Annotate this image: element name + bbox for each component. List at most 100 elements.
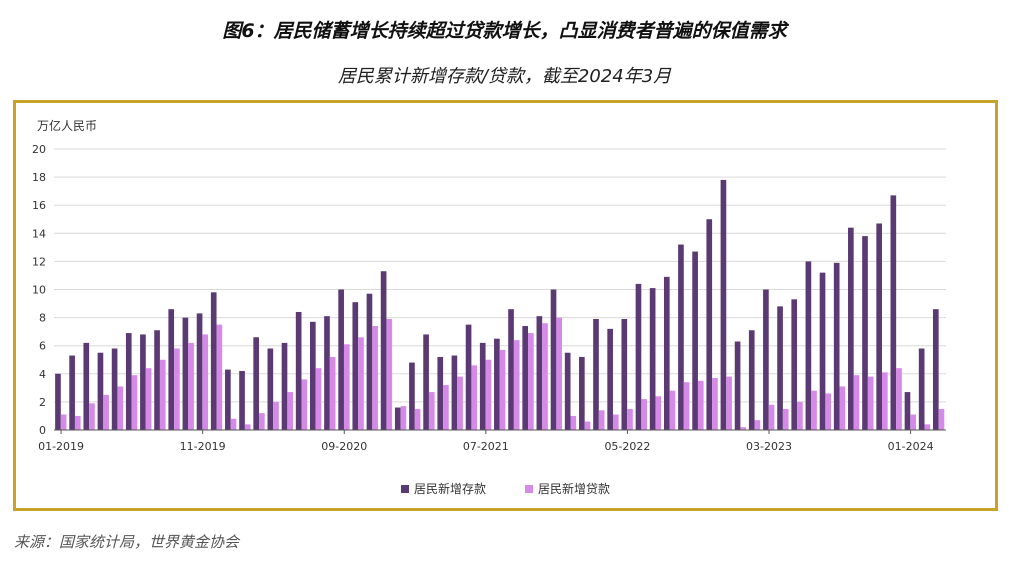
deposit-bar (154, 330, 160, 430)
deposit-bar (692, 251, 698, 430)
loan-bar (259, 413, 265, 430)
deposit-bar (579, 356, 585, 430)
x-axis-ticks: 01-2019 11-2019 09-2020 07-2021 05-2022 03-20… (38, 430, 934, 453)
source-note: 来源：国家统计局，世界黄金协会 (14, 533, 240, 551)
loan-bar (244, 424, 251, 430)
loan-bar (457, 376, 463, 430)
deposit-bar (366, 293, 373, 430)
deposit-bar (479, 342, 486, 430)
legend-label: 居民新增贷款 (538, 481, 610, 496)
x-tick-label: 11-2019 (180, 440, 226, 453)
deposit-bar (706, 219, 713, 430)
loan-bar (598, 410, 605, 430)
loan-bar (641, 399, 647, 430)
deposit-bar (791, 299, 798, 430)
deposit-bar (281, 342, 288, 430)
chart-title: 图6：居民储蓄增长持续超过贷款增长，凸显消费者普遍的保值需求 (222, 20, 787, 42)
loan-bar (443, 385, 449, 430)
deposit-bar (465, 324, 472, 431)
loan-bar (485, 359, 492, 430)
loan-bar (117, 386, 124, 430)
loan-bar (74, 415, 81, 430)
legend-swatch (401, 485, 409, 493)
deposit-bar (210, 292, 217, 430)
deposit-bar (69, 355, 75, 430)
loan-bar (428, 392, 435, 430)
y-tick-label: 10 (32, 284, 46, 297)
y-axis-ticks: 0 2 4 6 8 10 12 14 16 18 20 (32, 143, 46, 437)
y-tick-label: 18 (32, 171, 46, 184)
loan-bar (924, 424, 931, 430)
deposit-bar (83, 342, 90, 430)
deposit-bar (777, 306, 783, 430)
bar-chart: 万亿人民币 0 2 4 6 8 10 12 14 16 18 20 01-2019 11-2019 09… (32, 118, 946, 496)
deposit-bar (635, 283, 642, 430)
loan-bar (301, 379, 308, 430)
loan-bar (683, 382, 690, 430)
chart-subtitle: 居民累计新增存款/贷款，截至2024年3月 (337, 66, 672, 87)
legend-loans: 居民新增贷款 (525, 481, 610, 496)
bar-series (55, 179, 945, 431)
loan-bar (174, 348, 180, 430)
deposit-bar (55, 373, 61, 430)
loan-bar (159, 359, 166, 430)
deposit-bar (295, 311, 302, 430)
deposit-bar (550, 289, 557, 430)
deposit-bar (309, 321, 316, 430)
loan-bar (839, 386, 846, 430)
deposit-bar (819, 272, 826, 430)
deposit-bar (748, 330, 755, 430)
loan-bar (343, 344, 350, 430)
loan-bar (386, 319, 393, 430)
loan-bar (273, 401, 279, 430)
loan-bar (768, 404, 775, 430)
deposit-bar (267, 348, 274, 430)
loan-bar (202, 334, 209, 430)
deposit-bar (805, 261, 812, 430)
deposit-bar (225, 369, 231, 430)
deposit-bar (593, 319, 599, 430)
loan-bar (400, 406, 407, 430)
legend-label: 居民新增存款 (414, 481, 486, 496)
deposit-bar (437, 356, 444, 430)
deposit-bar (763, 289, 769, 430)
loan-bar (499, 349, 506, 430)
deposit-bar (182, 317, 189, 430)
loan-bar (712, 378, 718, 430)
deposit-bar (918, 348, 925, 430)
deposit-bar (111, 348, 118, 430)
deposit-bar (97, 352, 104, 430)
deposit-bar (338, 289, 344, 430)
loan-bar (697, 380, 704, 430)
loan-bar (372, 326, 378, 430)
loan-bar (60, 414, 67, 430)
loan-bar (726, 376, 732, 430)
deposit-bar (352, 302, 359, 430)
legend: 居民新增存款 居民新增贷款 (401, 481, 610, 496)
deposit-bar (734, 341, 741, 430)
deposit-bar (380, 271, 387, 430)
deposit-bar (890, 195, 897, 430)
deposit-bar (239, 370, 245, 430)
deposit-bar (607, 328, 613, 430)
loan-bar (131, 375, 138, 430)
x-tick-label: 07-2021 (463, 440, 509, 453)
y-tick-label: 14 (32, 227, 46, 240)
deposit-bar (833, 262, 840, 430)
deposit-bar (862, 236, 868, 430)
y-tick-label: 16 (32, 199, 46, 212)
y-tick-label: 2 (39, 396, 46, 409)
legend-swatch (525, 485, 533, 493)
loan-bar (358, 337, 364, 430)
loan-bar (584, 421, 591, 430)
loan-bar (811, 390, 817, 430)
deposit-bar (848, 227, 854, 430)
loan-bar (414, 408, 421, 430)
loan-bar (938, 408, 945, 430)
loan-bar (853, 375, 860, 430)
loan-bar (754, 420, 761, 430)
deposit-bar (522, 326, 529, 430)
deposit-bar (536, 316, 543, 430)
loan-bar (782, 408, 789, 430)
deposit-bar (663, 276, 670, 430)
